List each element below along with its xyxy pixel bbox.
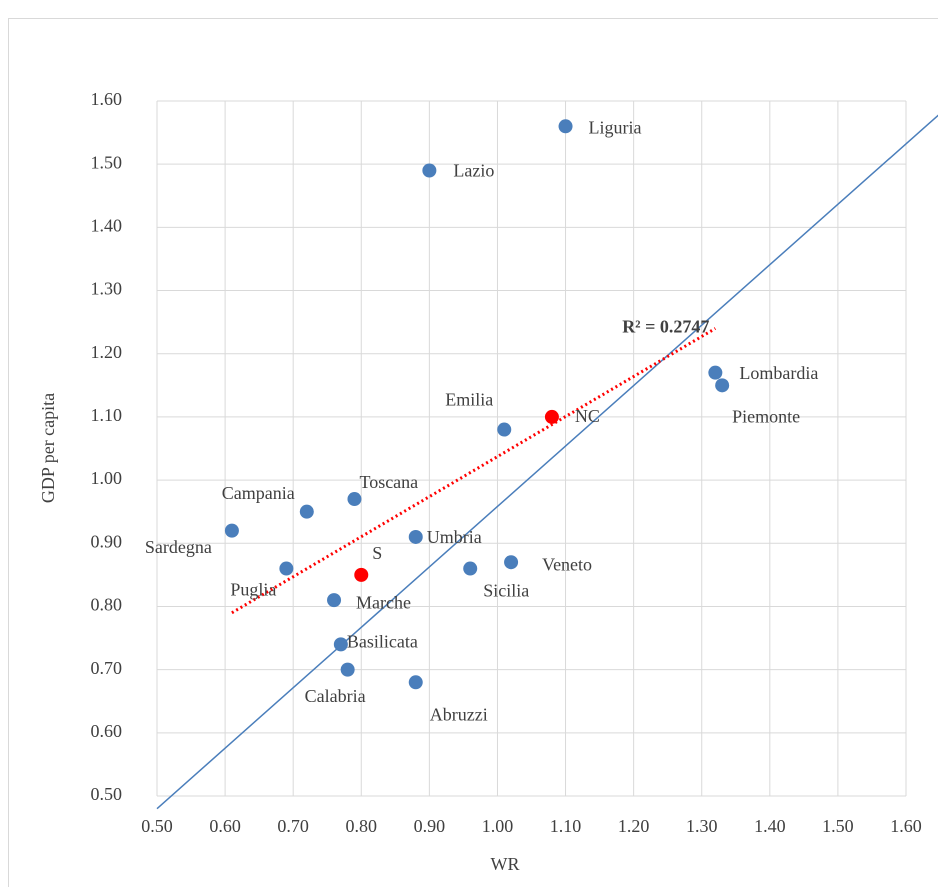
scatter-point [497, 422, 512, 437]
scatter-point [354, 567, 369, 582]
reference-line [156, 114, 938, 810]
point-label: Toscana [359, 472, 418, 492]
point-label: Lombardia [739, 363, 818, 383]
y-tick-label: 0.60 [91, 721, 123, 741]
x-axis-title: WR [491, 854, 520, 874]
trendline [231, 327, 717, 615]
point-label: Liguria [589, 117, 642, 137]
point-label: Piemonte [732, 406, 800, 426]
scatter-point [708, 365, 723, 380]
x-tick-label: 1.50 [822, 816, 854, 836]
x-tick-label: 0.80 [346, 816, 378, 836]
point-label: Veneto [542, 554, 592, 574]
x-tick-label: 1.30 [686, 816, 718, 836]
y-tick-label: 1.30 [91, 279, 123, 299]
x-tick-label: 1.20 [618, 816, 650, 836]
scatter-point [299, 504, 314, 519]
x-tick-label: 0.60 [209, 816, 241, 836]
x-tick-label: 1.40 [754, 816, 786, 836]
y-tick-label: 0.90 [91, 531, 123, 551]
y-tick-label: 1.60 [91, 89, 123, 109]
scatter-point [224, 523, 239, 538]
scatter-point [422, 163, 437, 178]
x-tick-label: 1.60 [890, 816, 922, 836]
point-label: Sicilia [483, 581, 529, 601]
trendline-label: R² = 0.2747 [622, 317, 709, 337]
x-tick-label: 1.00 [482, 816, 514, 836]
scatter-point [504, 555, 519, 570]
y-tick-label: 1.20 [91, 342, 123, 362]
scatter-point [463, 561, 478, 576]
x-tick-label: 0.70 [277, 816, 309, 836]
scatter-point [408, 529, 423, 544]
y-tick-label: 0.50 [91, 784, 123, 804]
scatter-point [544, 409, 559, 424]
x-tick-label: 1.10 [550, 816, 582, 836]
y-tick-label: 1.40 [91, 215, 123, 235]
y-tick-label: 1.50 [91, 152, 123, 172]
point-label: Puglia [230, 580, 276, 600]
y-tick-label: 1.00 [91, 468, 123, 488]
scatter-point [333, 637, 348, 652]
point-label: Emilia [445, 390, 493, 410]
point-label: S [372, 543, 382, 563]
y-axis-title: GDP per capita [38, 393, 58, 503]
point-label: Abruzzi [430, 704, 488, 724]
point-label: Umbria [427, 527, 482, 547]
point-label: Campania [222, 483, 295, 503]
scatter-point [408, 675, 423, 690]
scatter-point [279, 561, 294, 576]
point-label: Calabria [305, 686, 366, 706]
x-tick-label: 0.50 [141, 816, 173, 836]
x-tick-label: 0.90 [414, 816, 446, 836]
scatter-point [558, 119, 573, 134]
y-tick-label: 0.80 [91, 595, 123, 615]
scatter-point [327, 593, 342, 608]
y-tick-label: 1.10 [91, 405, 123, 425]
scatter-point [715, 378, 730, 393]
scatter-point [340, 662, 355, 677]
point-label: NC [575, 406, 600, 426]
point-label: Marche [356, 592, 411, 612]
scatter-point [347, 492, 362, 507]
chart-frame [8, 18, 938, 887]
point-label: Sardegna [145, 537, 212, 557]
point-label: Basilicata [347, 631, 418, 651]
y-tick-label: 0.70 [91, 658, 123, 678]
point-label: Lazio [453, 161, 494, 181]
